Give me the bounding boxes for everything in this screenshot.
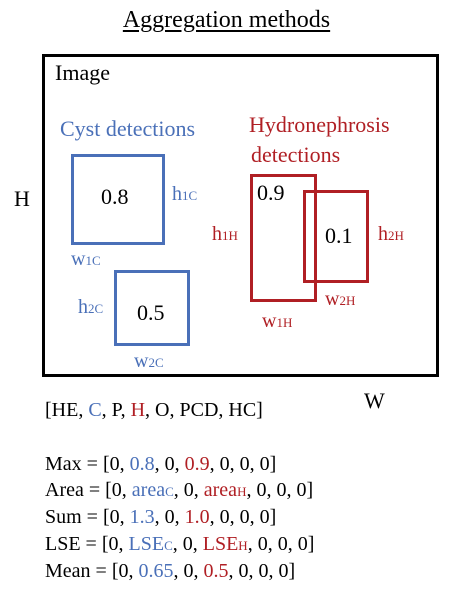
image-label: Image — [55, 60, 110, 85]
hydro-heading-line2: detections — [251, 142, 341, 167]
formula-lse: LSE = [0, LSEC, 0, LSEH, 0, 0, 0] — [45, 533, 315, 555]
cyst-box-2 — [114, 270, 190, 346]
hydro-heading-line1: Hydronephrosis — [249, 112, 390, 137]
cyst-box-1-height-label: h1C — [172, 183, 198, 205]
height-axis-label: H — [14, 186, 30, 211]
hydro-box-1-score: 0.9 — [257, 180, 285, 205]
hydro-box-2-width-label: w2H — [325, 288, 356, 310]
cyst-box-2-width-label: w2C — [134, 350, 164, 372]
formula-sum: Sum = [0, 1.3, 0, 1.0, 0, 0, 0] — [45, 506, 277, 528]
cyst-heading: Cyst detections — [60, 116, 196, 141]
cyst-box-1 — [71, 154, 165, 245]
formula-area: Area = [0, areaC, 0, areaH, 0, 0, 0] — [45, 479, 314, 501]
hydro-box-1-width-label: w1H — [262, 310, 293, 332]
image-frame — [42, 54, 439, 377]
hydro-box-1 — [250, 174, 317, 302]
cyst-box-2-height-label: h2C — [78, 296, 104, 318]
diagram-title: Aggregation methods — [122, 7, 331, 33]
cyst-box-1-score: 0.8 — [101, 184, 129, 209]
hydro-box-2 — [303, 190, 369, 283]
hydro-box-2-score: 0.1 — [325, 223, 353, 248]
hydro-box-1-height-label: h1H — [212, 223, 238, 245]
formula-mean: Mean = [0, 0.65, 0, 0.5, 0, 0, 0] — [45, 560, 296, 582]
cyst-box-1-width-label: w1C — [71, 248, 101, 270]
width-axis-label: W — [364, 388, 385, 413]
hydro-box-2-height-label: h2H — [378, 223, 404, 245]
class-vector: [HE, C, P, H, O, PCD, HC] — [45, 399, 263, 421]
cyst-box-2-score: 0.5 — [137, 300, 165, 325]
formula-max: Max = [0, 0.8, 0, 0.9, 0, 0, 0] — [45, 453, 277, 475]
